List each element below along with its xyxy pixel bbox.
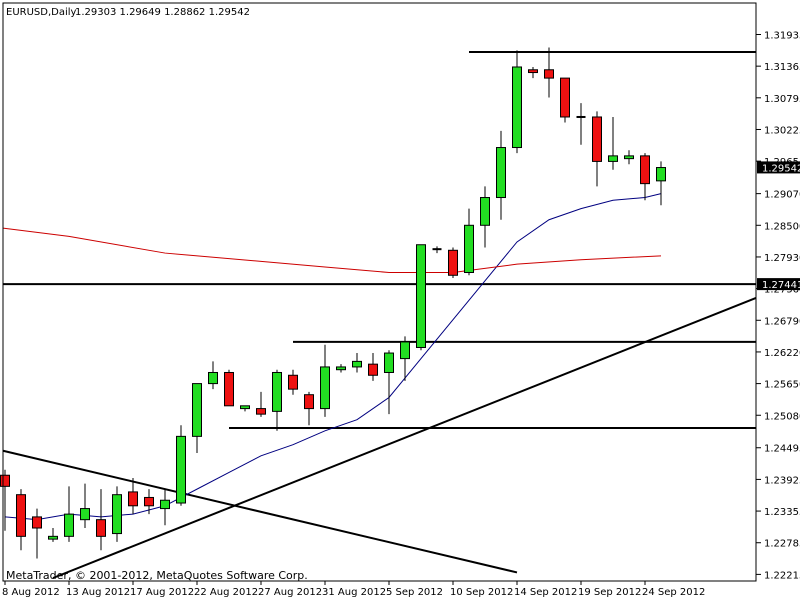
candle-body-23 (368, 363, 378, 376)
candle-body-39 (624, 155, 634, 160)
candle-body-22 (352, 360, 362, 368)
candle-body-1 (16, 494, 26, 537)
candle-body-28 (448, 249, 458, 276)
time-tick-label-1: 13 Aug 2012 (66, 587, 130, 598)
price-tick-label-15: 1.23355 (764, 507, 800, 518)
candle-body-10 (160, 499, 170, 510)
price-tick-label-11: 1.25650 (764, 380, 800, 391)
candle-body-20 (320, 366, 330, 410)
candle-body-7 (112, 494, 122, 535)
price-tick-label-3: 1.30225 (764, 125, 800, 136)
candles (0, 47, 666, 559)
candle-body-5 (80, 508, 90, 521)
price-tick-label-7: 1.27930 (764, 253, 800, 264)
price-tick-label-1: 1.31365 (764, 62, 800, 73)
time-tick-label-5: 31 Aug 2012 (322, 587, 386, 598)
time-tick-label-0: 8 Aug 2012 (2, 587, 60, 598)
time-tick-label-4: 27 Aug 2012 (258, 587, 322, 598)
price-tick-label-12: 1.25080 (764, 411, 800, 422)
candle-body-34 (544, 69, 554, 79)
price-tick-label-0: 1.31935 (764, 30, 800, 41)
candle-body-37 (592, 116, 602, 162)
price-label-box-0 (757, 161, 800, 174)
time-axis: 8 Aug 2012 13 Aug 2012 17 Aug 2012 22 Aug 2… (2, 581, 705, 598)
price-tick-label-14: 1.23925 (764, 475, 800, 486)
candle-body-31 (496, 147, 506, 199)
candle-body-21 (336, 366, 346, 371)
time-tick-label-2: 17 Aug 2012 (130, 587, 194, 598)
price-label-box-1 (757, 278, 800, 291)
price-label-1: 1.27441 (762, 280, 800, 291)
trend-line-1 (52, 296, 757, 579)
candle-body-11 (176, 435, 186, 504)
price-tick-label-9: 1.26790 (764, 316, 800, 327)
candle-body-9 (144, 496, 154, 507)
candle-body-2 (32, 516, 42, 529)
candle-body-26 (416, 244, 426, 348)
price-label-0: 1.29542 (762, 163, 800, 174)
moving-average-line-1 (2, 227, 662, 274)
candle-body-24 (384, 352, 394, 373)
price-tick-label-2: 1.30795 (764, 94, 800, 105)
candle-body-35 (560, 77, 570, 118)
time-tick-label-7: 10 Sep 2012 (450, 587, 513, 598)
price-tick-label-6: 1.28500 (764, 221, 800, 232)
chart-frame (2, 2, 757, 582)
time-tick-label-10: 24 Sep 2012 (642, 587, 705, 598)
candle-body-40 (640, 155, 650, 185)
candle-body-0 (0, 474, 10, 487)
price-tick-label-16: 1.22785 (764, 539, 800, 550)
price-tick-label-5: 1.29070 (764, 190, 800, 201)
time-tick-label-6: 5 Sep 2012 (386, 587, 443, 598)
time-tick-label-9: 19 Sep 2012 (578, 587, 641, 598)
candle-body-16 (256, 408, 266, 415)
candle-body-41 (656, 167, 666, 182)
candle-body-32 (512, 66, 522, 149)
candle-body-17 (272, 371, 282, 412)
candle-body-18 (288, 374, 298, 390)
price-axis: 1.319351.313651.307951.302251.296551.290… (756, 30, 800, 581)
chart-header-symbol: EURUSD,Daily (6, 7, 77, 18)
price-tick-label-13: 1.24495 (764, 444, 800, 455)
candle-body-33 (528, 69, 538, 74)
candle-body-19 (304, 394, 314, 410)
candle-body-4 (64, 513, 74, 537)
price-tick-label-17: 1.22215 (764, 570, 800, 581)
candle-body-12 (192, 383, 202, 437)
candle-body-30 (480, 197, 490, 226)
candle-body-29 (464, 224, 474, 274)
candle-body-3 (48, 535, 58, 540)
candle-body-8 (128, 491, 138, 507)
time-tick-label-3: 22 Aug 2012 (194, 587, 258, 598)
chart-header-ohlc: 1.29303 1.29649 1.28862 1.29542 (75, 7, 250, 18)
candle-body-13 (208, 371, 218, 385)
copyright-label: MetaTrader, © 2001-2012, MetaQuotes Soft… (6, 569, 308, 582)
candle-body-14 (224, 371, 234, 407)
candle-body-6 (96, 519, 106, 537)
candle-body-38 (608, 155, 618, 162)
candle-body-15 (240, 405, 250, 410)
price-tick-label-10: 1.26220 (764, 348, 800, 359)
trend-line-0 (2, 449, 518, 574)
candle-body-25 (400, 341, 410, 360)
time-tick-label-8: 14 Sep 2012 (514, 587, 577, 598)
